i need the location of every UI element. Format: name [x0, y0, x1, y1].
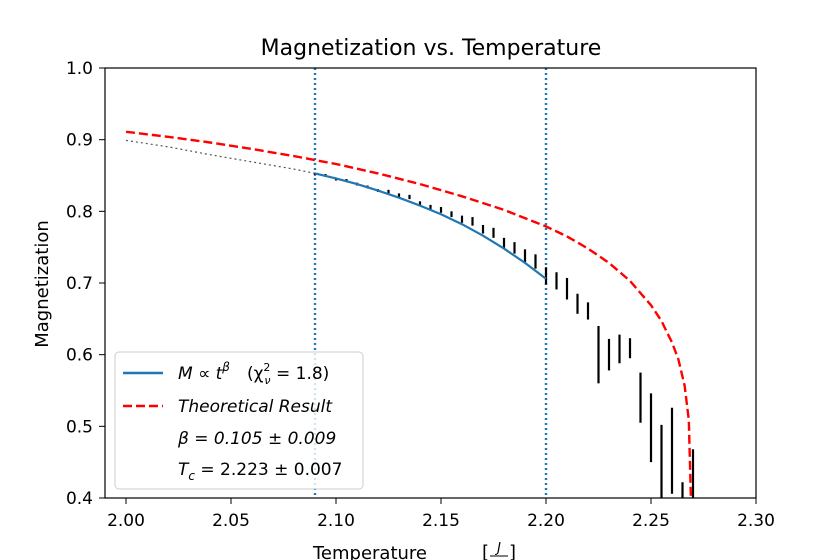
- x-tick-label: 2.30: [737, 511, 775, 531]
- x-tick-label: 2.20: [527, 511, 565, 531]
- legend-label-4: Tc = 2.223 ± 0.007: [178, 460, 342, 483]
- x-axis-unit-bracket-left: [: [482, 542, 489, 560]
- x-tick-label: 2.05: [212, 511, 250, 531]
- y-tick-label: 0.4: [66, 489, 93, 509]
- x-tick-label: 2.15: [422, 511, 460, 531]
- series-line-1: [125, 130, 693, 498]
- y-tick-label: 0.8: [66, 202, 93, 222]
- x-axis-unit-bracket-right: ]: [509, 542, 516, 560]
- plot-area: [125, 68, 695, 498]
- y-tick-label: 1.0: [66, 59, 93, 79]
- y-axis-label: Magnetization: [32, 220, 53, 348]
- axes: 2.00 2.05 2.10 2.15 2.20 2.25 2.30 0.4 0.5 0.6 0.7…: [66, 59, 775, 531]
- x-tick-label: 2.00: [107, 511, 145, 531]
- y-tick-label: 0.5: [66, 417, 93, 437]
- x-axis-label-text: Temperature: [312, 543, 427, 560]
- y-tick-label: 0.9: [66, 131, 93, 151]
- y-tick-label: 0.7: [66, 274, 93, 294]
- x-tick-label: 2.10: [317, 511, 355, 531]
- legend-label-2: Theoretical Result: [178, 397, 333, 417]
- series-line-2: [314, 172, 547, 280]
- chart-title: Magnetization vs. Temperature: [261, 36, 602, 61]
- legend-label-1: M ∝ tβ (χ2 ν = 1.8): [178, 360, 329, 387]
- y-tick-label: 0.6: [66, 346, 93, 366]
- series-line-3: [125, 139, 316, 174]
- x-tick-label: 2.25: [632, 511, 670, 531]
- plot-inner: [125, 68, 695, 498]
- x-axis-label: Temperature J [ ]: [312, 541, 516, 560]
- x-axis-unit-numerator: J: [494, 541, 501, 556]
- legend-box: [114, 351, 364, 490]
- legend: M ∝ tβ (χ2 ν = 1.8) Theoretical Result β = …: [114, 351, 364, 490]
- legend-label-3: β = 0.105 ± 0.009: [177, 429, 336, 449]
